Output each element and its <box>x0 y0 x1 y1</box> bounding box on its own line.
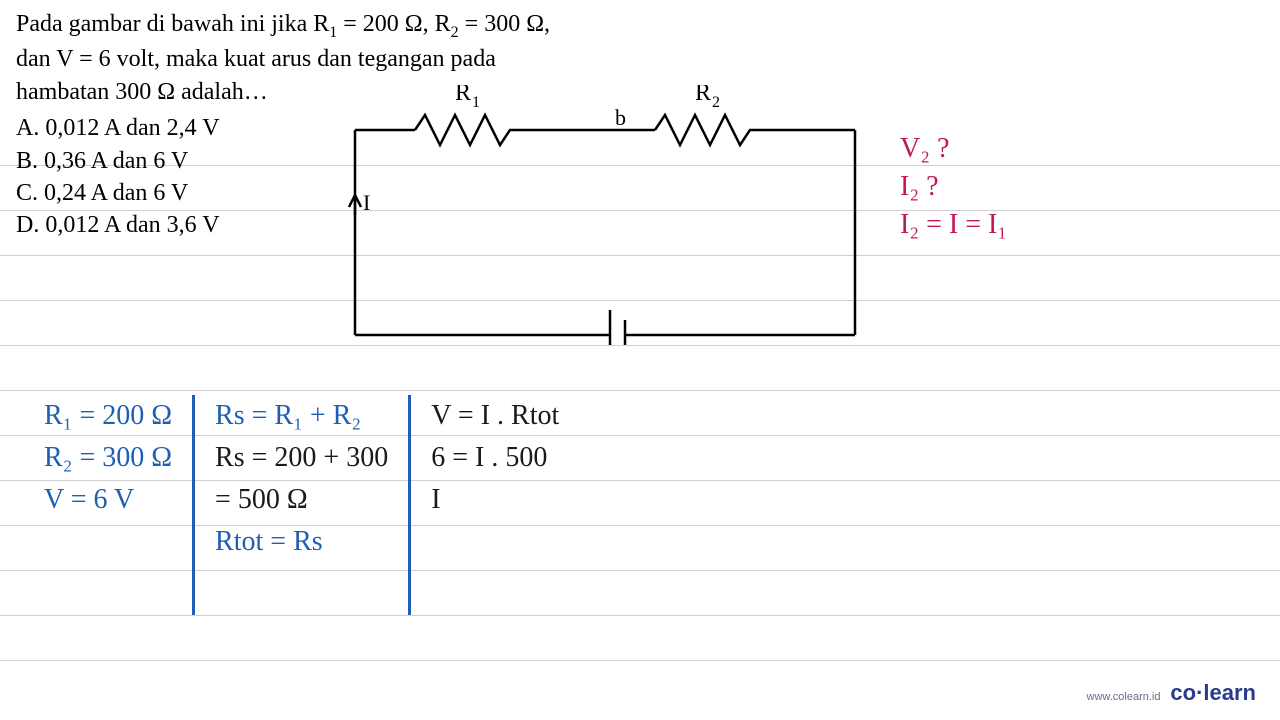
pink-annotations: V₂ ? I₂ ? I₂ = I = I₁ <box>900 130 1007 243</box>
hw-v-calc: 6 = I . 500 <box>431 437 559 479</box>
svg-text:R: R <box>455 85 471 106</box>
svg-text:2: 2 <box>712 94 720 111</box>
brand-co: co <box>1170 680 1196 705</box>
footer-url: www.colearn.id <box>1087 691 1161 703</box>
brand-learn: learn <box>1203 680 1256 705</box>
ruled-line <box>0 615 1280 616</box>
divider-2 <box>408 395 411 615</box>
question-line-1: Pada gambar di bawah ini jika R1 = 200 Ω… <box>16 8 550 43</box>
footer-brand: co·learn <box>1170 680 1256 705</box>
hw-given-v: V = 6 V <box>44 479 172 521</box>
ruled-line <box>0 390 1280 391</box>
hw-rtot: Rtot = Rs <box>215 521 388 563</box>
question-line-2: dan V = 6 volt, maka kuat arus dan tegan… <box>16 43 550 75</box>
ruled-line <box>0 660 1280 661</box>
hw-given-r2: R₂ = 300 Ω <box>44 437 172 479</box>
circuit-diagram: R 1 R 2 a b I <box>345 85 875 345</box>
pink-line-2: I₂ ? <box>900 168 1007 206</box>
svg-text:R: R <box>695 85 711 106</box>
q-sub: 2 <box>451 24 459 41</box>
footer: www.colearn.id co·learn <box>1087 680 1256 706</box>
hw-column-1: R₁ = 200 Ω R₂ = 300 Ω V = 6 V <box>30 395 186 521</box>
hw-rs-result: = 500 Ω <box>215 479 388 521</box>
hw-column-3: V = I . Rtot 6 = I . 500 I <box>417 395 573 521</box>
svg-text:I: I <box>363 190 370 215</box>
q-text: = 200 Ω, R <box>337 11 450 37</box>
hw-given-r1: R₁ = 200 Ω <box>44 395 172 437</box>
divider-1 <box>192 395 195 615</box>
ruled-line <box>0 345 1280 346</box>
handwriting-work: R₁ = 200 Ω R₂ = 300 Ω V = 6 V Rs = R₁ + … <box>30 395 573 615</box>
pink-line-1: V₂ ? <box>900 130 1007 168</box>
hw-v-formula: V = I . Rtot <box>431 395 559 437</box>
hw-column-2: Rs = R₁ + R₂ Rs = 200 + 300 = 500 Ω Rtot… <box>201 395 402 563</box>
pink-line-3: I₂ = I = I₁ <box>900 206 1007 244</box>
q-text: Pada gambar di bawah ini jika R <box>16 11 329 37</box>
hw-rs-formula: Rs = R₁ + R₂ <box>215 395 388 437</box>
hw-rs-calc: Rs = 200 + 300 <box>215 437 388 479</box>
svg-text:b: b <box>615 105 626 130</box>
q-text: = 300 Ω, <box>459 11 550 37</box>
svg-text:1: 1 <box>472 94 480 111</box>
hw-i: I <box>431 479 559 521</box>
